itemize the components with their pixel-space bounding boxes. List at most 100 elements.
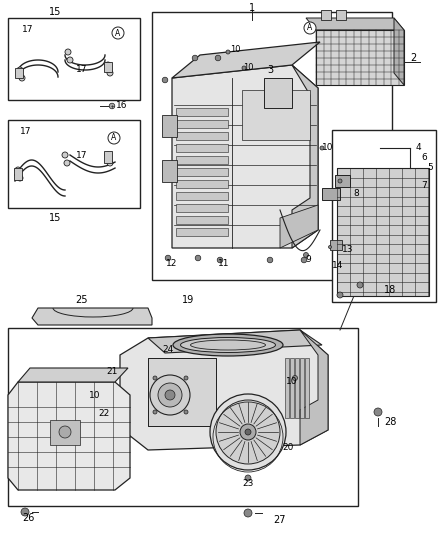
Text: 10: 10 (230, 45, 240, 54)
Circle shape (293, 376, 297, 381)
Bar (337, 168, 429, 296)
Circle shape (184, 410, 188, 414)
Circle shape (62, 152, 68, 158)
Text: 15: 15 (49, 7, 61, 17)
Circle shape (210, 394, 286, 470)
Circle shape (304, 22, 316, 34)
Bar (152, 12, 392, 280)
Text: 5: 5 (427, 164, 433, 173)
Bar (8, 328, 358, 506)
Polygon shape (148, 330, 322, 353)
Circle shape (337, 292, 343, 298)
Text: 28: 28 (384, 417, 396, 427)
Circle shape (19, 75, 25, 81)
Bar (264, 78, 292, 108)
Circle shape (245, 475, 251, 481)
Circle shape (17, 67, 23, 73)
Polygon shape (306, 18, 404, 30)
Bar (176, 228, 228, 236)
Bar (290, 358, 294, 418)
Circle shape (165, 255, 171, 261)
Circle shape (216, 400, 280, 464)
Circle shape (15, 167, 21, 173)
Text: 16: 16 (116, 101, 128, 110)
Circle shape (158, 383, 182, 407)
Circle shape (165, 390, 175, 400)
Bar (176, 216, 228, 224)
Text: 21: 21 (106, 367, 118, 376)
Polygon shape (280, 205, 318, 248)
Text: 22: 22 (99, 408, 110, 417)
Text: 14: 14 (332, 262, 344, 271)
Bar (176, 108, 228, 116)
Text: 25: 25 (76, 295, 88, 305)
Bar (321, 10, 331, 20)
Text: 17: 17 (76, 150, 88, 159)
Bar (332, 130, 436, 302)
Polygon shape (292, 65, 318, 248)
Circle shape (267, 257, 273, 263)
Text: 17: 17 (76, 66, 88, 75)
Bar (176, 204, 228, 212)
Circle shape (150, 375, 190, 415)
Text: 9: 9 (305, 255, 311, 264)
Circle shape (107, 160, 113, 166)
Text: 10: 10 (322, 143, 334, 152)
Bar (316, 30, 404, 85)
Text: 10: 10 (89, 391, 101, 400)
Circle shape (162, 77, 168, 83)
Circle shape (328, 246, 332, 248)
Circle shape (357, 282, 363, 288)
Circle shape (301, 257, 307, 263)
Text: 6: 6 (421, 154, 427, 163)
Text: 2: 2 (410, 53, 416, 63)
Circle shape (67, 57, 73, 63)
Circle shape (245, 429, 251, 435)
Bar (242, 90, 310, 140)
Bar (162, 115, 177, 137)
Circle shape (109, 103, 115, 109)
Circle shape (153, 410, 157, 414)
Circle shape (192, 55, 198, 61)
Bar (176, 156, 228, 164)
Text: A: A (111, 133, 117, 142)
Bar (8, 120, 140, 208)
Text: 20: 20 (283, 443, 294, 453)
Bar (176, 168, 228, 176)
Text: 13: 13 (342, 246, 354, 254)
Text: 4: 4 (415, 143, 421, 152)
Circle shape (304, 253, 308, 257)
Bar (285, 358, 289, 418)
Circle shape (107, 70, 113, 76)
Text: 15: 15 (49, 213, 61, 223)
Bar (162, 160, 177, 182)
Bar (14, 168, 22, 180)
Circle shape (240, 424, 256, 440)
Text: 19: 19 (182, 295, 194, 305)
Text: 10: 10 (286, 377, 298, 386)
Text: A: A (115, 28, 120, 37)
Text: 18: 18 (384, 285, 396, 295)
Bar (148, 358, 216, 426)
Bar (305, 358, 309, 418)
Circle shape (17, 175, 23, 181)
Text: A: A (307, 23, 313, 33)
Bar (322, 188, 340, 200)
Circle shape (153, 376, 157, 380)
Circle shape (21, 508, 29, 516)
Text: 12: 12 (166, 260, 178, 269)
Text: 23: 23 (242, 480, 254, 489)
Text: 27: 27 (274, 515, 286, 525)
Bar (335, 175, 350, 187)
Text: 26: 26 (22, 513, 34, 523)
Polygon shape (172, 42, 320, 78)
Text: 10: 10 (243, 63, 253, 72)
Bar (336, 10, 346, 20)
Polygon shape (120, 330, 328, 450)
Circle shape (374, 408, 382, 416)
Text: 11: 11 (218, 260, 230, 269)
Bar (176, 120, 228, 128)
Polygon shape (8, 382, 130, 490)
Bar (50, 420, 80, 445)
Polygon shape (300, 330, 328, 445)
